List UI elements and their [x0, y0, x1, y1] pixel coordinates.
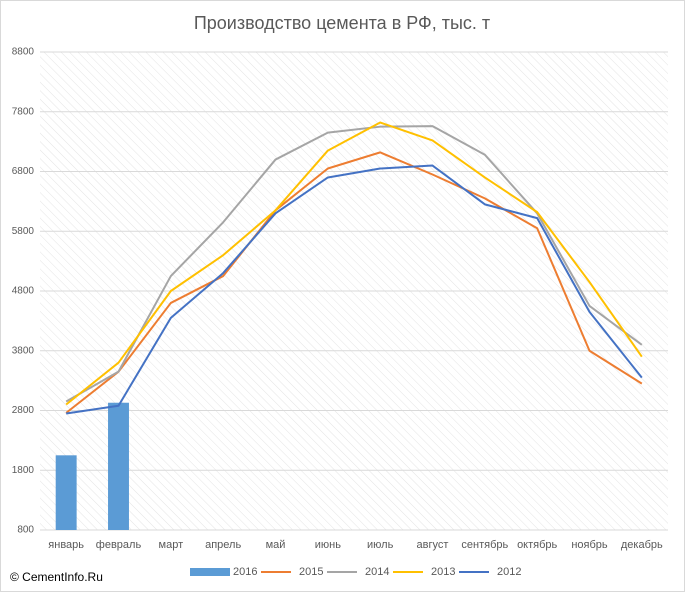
x-tick-label: июль [367, 539, 394, 551]
x-tick-label: июнь [315, 539, 341, 551]
y-tick-label: 8800 [12, 47, 35, 58]
y-tick-label: 4800 [12, 286, 35, 297]
line [65, 121, 643, 406]
x-tick-label: февраль [96, 539, 142, 551]
y-tick-label: 7800 [12, 106, 35, 117]
legend-label: 2016 [233, 566, 257, 578]
legend-label: 2014 [365, 566, 389, 578]
legend-label: 2015 [299, 566, 323, 578]
y-tick-label: 5800 [12, 226, 35, 237]
line [65, 151, 643, 414]
x-tick-label: ноябрь [571, 539, 608, 551]
legend-label: 2012 [497, 566, 521, 578]
y-tick-label: 3800 [12, 345, 35, 356]
x-tick-label: апрель [205, 539, 241, 551]
legend-label: 2013 [431, 566, 455, 578]
line [66, 164, 643, 415]
x-tick-label: август [417, 539, 449, 551]
footer: © CementInfo.Ru [10, 570, 103, 584]
x-tick-label: март [159, 539, 184, 551]
y-tick-label: 6800 [12, 166, 35, 177]
x-tick-label: январь [48, 539, 84, 551]
x-tick-label: декабрь [621, 539, 663, 551]
bar [55, 455, 77, 530]
y-tick-label: 2800 [12, 405, 35, 416]
chart-title: Производство цемента в РФ, тыс. т [194, 13, 490, 33]
x-tick-label: май [266, 539, 286, 551]
bar [108, 402, 129, 530]
legend-swatch [190, 568, 230, 576]
line [65, 125, 643, 403]
y-tick-label: 800 [17, 525, 34, 536]
y-tick-label: 1800 [12, 465, 35, 476]
x-tick-label: октябрь [517, 539, 557, 551]
x-tick-label: сентябрь [461, 539, 508, 551]
